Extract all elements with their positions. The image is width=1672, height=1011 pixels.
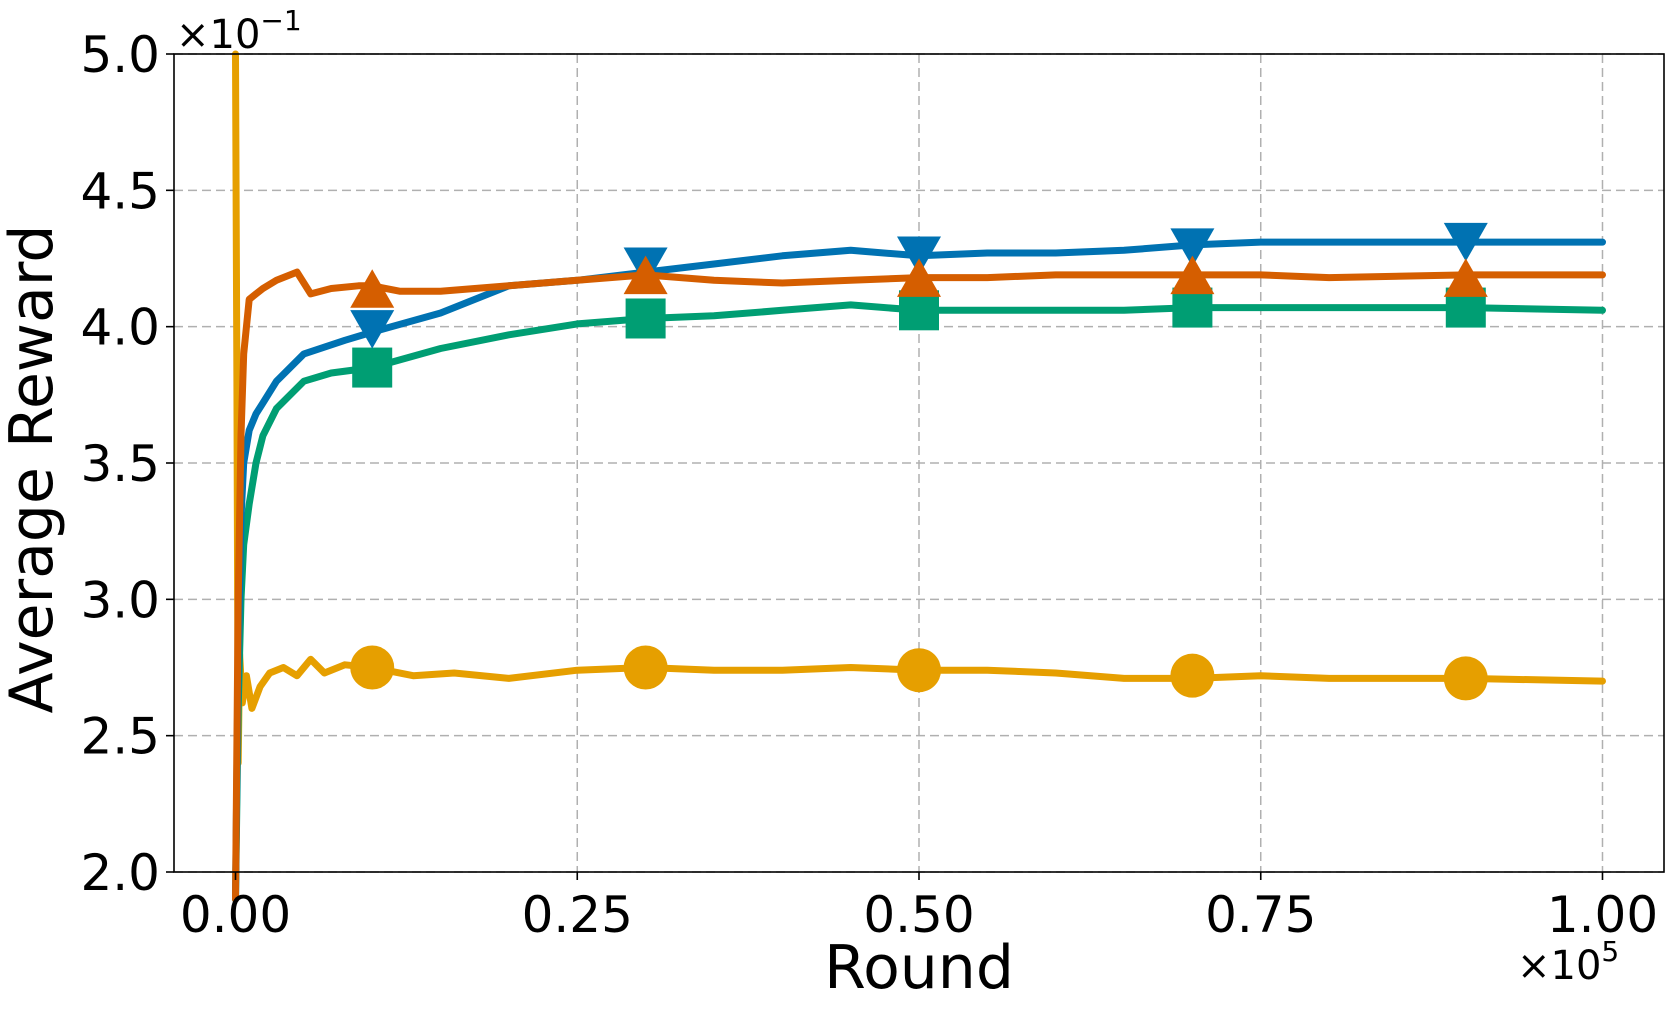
y-tick-label: 4.0: [80, 299, 160, 357]
series-marker-triangle-up: [623, 255, 668, 295]
series-marker-triangle-down: [350, 310, 395, 349]
series-marker-triangle-up: [350, 269, 395, 308]
series-markers: [350, 222, 1488, 701]
series-marker-triangle-down: [1170, 228, 1215, 267]
series-marker-circle: [1443, 656, 1488, 701]
y-tick-label: 4.5: [80, 162, 160, 220]
x-multiplier-exponent: 5: [1601, 935, 1619, 968]
series-line-square: [232, 301, 1606, 903]
x-axis-multiplier: ×105: [1517, 935, 1619, 989]
y-tick-label: 3.0: [80, 571, 160, 629]
y-tick-label: 2.5: [80, 708, 160, 766]
x-tick-label: 0.00: [180, 886, 291, 944]
series-marker-square: [899, 290, 939, 331]
y-multiplier-base: ×10: [176, 12, 260, 58]
series-marker-circle: [1170, 653, 1215, 698]
series-line-triangle-up: [232, 268, 1606, 903]
y-tick-label: 5.0: [80, 26, 160, 84]
series-lines: [232, 50, 1606, 903]
y-tick-label: 2.0: [80, 844, 160, 902]
series-marker-triangle-up: [1443, 258, 1488, 297]
series-marker-triangle-up: [1170, 255, 1215, 295]
x-tick-label: 0.25: [522, 886, 633, 944]
y-axis-ticks: 2.0 2.5 3.0 3.5 4.0 4.5 5.0: [80, 26, 174, 902]
series-line-circle: [232, 50, 1606, 767]
series-marker-circle: [897, 648, 941, 693]
x-tick-label: 0.75: [1205, 886, 1316, 944]
series-marker-triangle-down: [1443, 222, 1488, 262]
series-marker-circle: [623, 645, 668, 690]
series-marker-square: [1172, 287, 1213, 328]
y-axis-label: Average Reward: [0, 225, 67, 714]
series-marker-triangle-up: [897, 258, 941, 297]
x-axis-ticks: 0.00 0.25 0.50 0.75 1.00: [180, 872, 1658, 944]
y-multiplier-exponent: −1: [260, 4, 301, 37]
y-tick-label: 3.5: [80, 435, 160, 493]
x-tick-label: 0.50: [863, 886, 974, 944]
grid: [174, 53, 1664, 873]
series-marker-circle: [350, 645, 395, 690]
y-axis-multiplier: ×10−1: [176, 4, 302, 58]
x-axis-label: Round: [824, 933, 1014, 1003]
series-marker-square: [625, 298, 666, 339]
x-tick-label: 1.00: [1547, 886, 1658, 944]
series-marker-triangle-down: [897, 236, 941, 276]
series-marker-square: [352, 347, 393, 388]
x-multiplier-base: ×10: [1517, 943, 1601, 989]
